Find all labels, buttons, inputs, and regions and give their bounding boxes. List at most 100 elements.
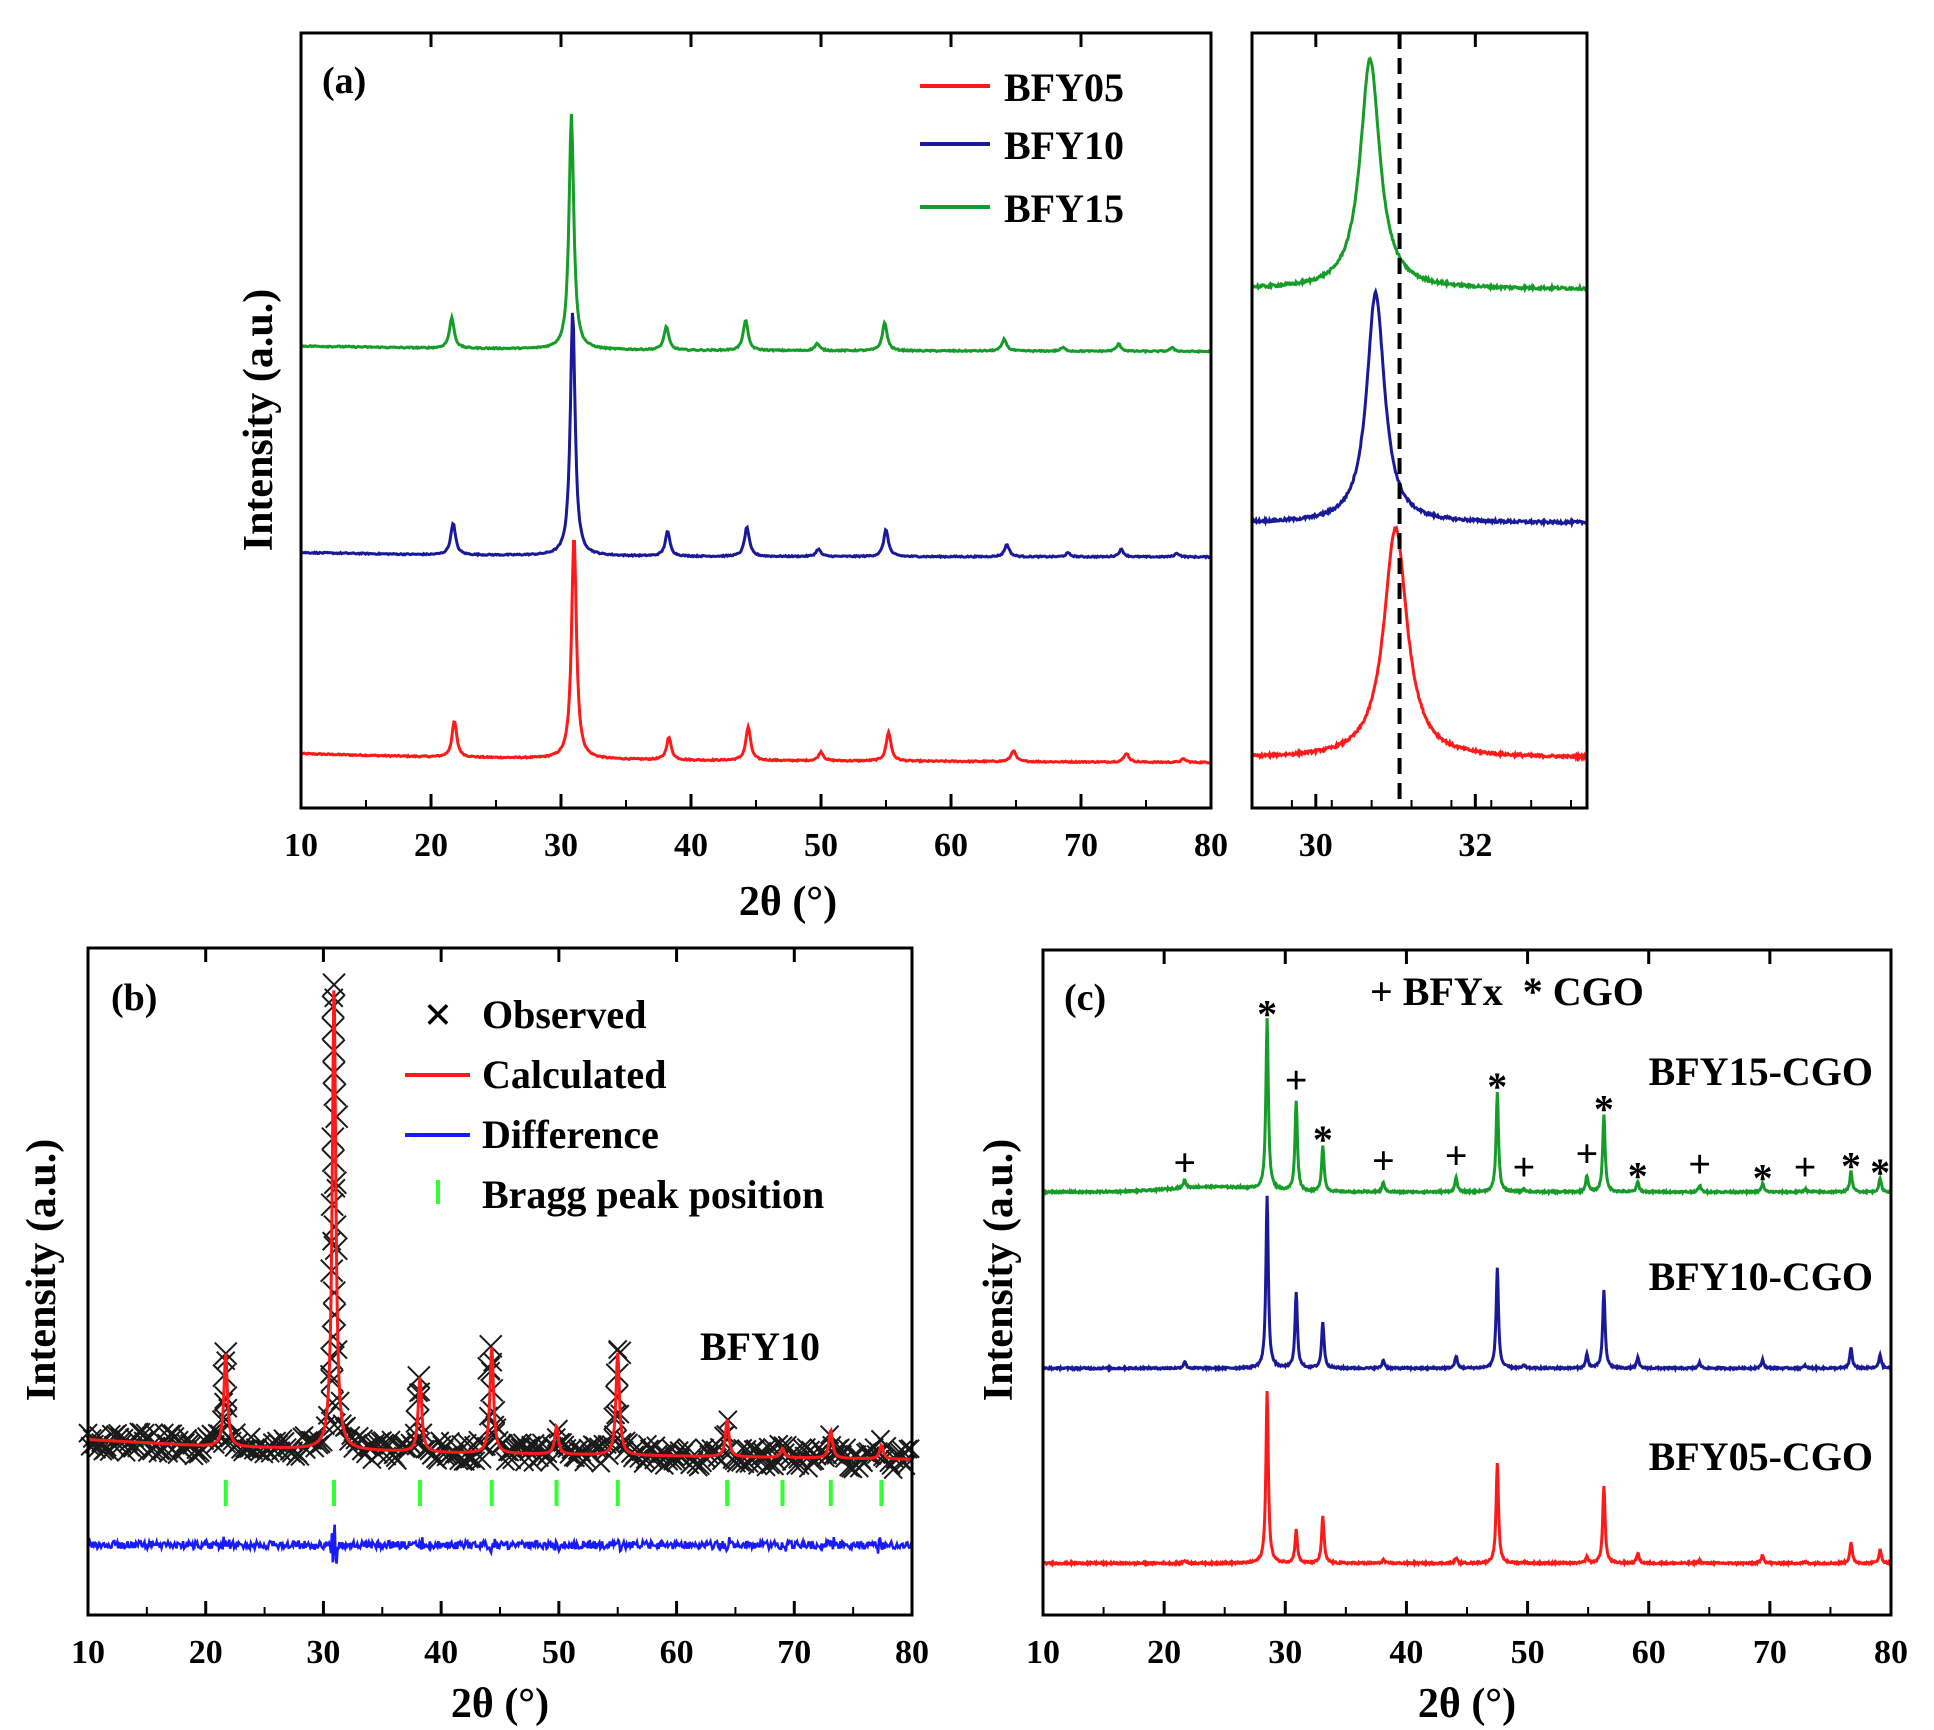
x-tick-label: 10 bbox=[71, 1634, 105, 1671]
x-tick-label: 40 bbox=[674, 827, 708, 864]
bfy-marker: + bbox=[1372, 1138, 1395, 1183]
observed-point bbox=[508, 1433, 528, 1453]
x-tick-label: 50 bbox=[804, 827, 838, 864]
legend-label-observed: Observed bbox=[482, 992, 646, 1037]
x-tick-label: 80 bbox=[1874, 1634, 1908, 1671]
observed-point bbox=[756, 1457, 776, 1477]
observed-point bbox=[891, 1440, 912, 1460]
panel-b-label: (b) bbox=[111, 977, 157, 1019]
observed-point bbox=[214, 1385, 238, 1410]
bragg-tick bbox=[828, 1480, 833, 1506]
legend-label-bfy05: BFY05 bbox=[1004, 65, 1124, 110]
cgo-marker: * bbox=[1594, 1086, 1614, 1131]
panel-c-label: (c) bbox=[1064, 977, 1106, 1019]
bragg-tick bbox=[615, 1480, 620, 1506]
bfy-marker: + bbox=[1285, 1058, 1308, 1103]
x-tick-label: 50 bbox=[542, 1634, 576, 1671]
observed-point bbox=[99, 1441, 119, 1462]
observed-point bbox=[519, 1441, 539, 1462]
bragg-tick bbox=[417, 1480, 422, 1506]
cgo-marker: * bbox=[1313, 1117, 1333, 1162]
panel-b-ylabel: Intensity (a.u.) bbox=[19, 1139, 65, 1402]
observed-point bbox=[313, 1432, 333, 1452]
bragg-tick bbox=[223, 1480, 228, 1506]
observed-point bbox=[836, 1438, 857, 1458]
observed-point bbox=[479, 1334, 503, 1359]
observed-point bbox=[760, 1455, 780, 1475]
bfy-marker: + bbox=[1576, 1131, 1599, 1176]
x-tick-label: 60 bbox=[660, 1634, 694, 1671]
observed-point bbox=[160, 1424, 181, 1444]
observed-point bbox=[322, 972, 346, 997]
legend-label-bragg: Bragg peak position bbox=[482, 1172, 824, 1217]
observed-point bbox=[239, 1438, 259, 1459]
x-tick-label: 50 bbox=[1511, 1634, 1545, 1671]
cgo-marker: * bbox=[1753, 1155, 1773, 1200]
observed-point bbox=[540, 1451, 560, 1472]
observed-point bbox=[894, 1452, 914, 1472]
observed-point bbox=[184, 1446, 204, 1466]
bfy-marker: + bbox=[1513, 1144, 1536, 1189]
legend-label-calculated: Calculated bbox=[482, 1052, 666, 1097]
x-tick-label: 20 bbox=[1147, 1634, 1181, 1671]
cgo-marker: * bbox=[1257, 992, 1277, 1037]
bragg-tick bbox=[489, 1480, 494, 1506]
panel-a-ylabel: Intensity (a.u.) bbox=[236, 289, 282, 552]
bfy-marker: + bbox=[1688, 1141, 1711, 1186]
observed-point bbox=[805, 1450, 825, 1471]
curve-bfy05-cgo bbox=[1041, 1390, 1892, 1569]
panel-b-annotation: BFY10 bbox=[700, 1324, 820, 1369]
observed-point bbox=[480, 1378, 504, 1403]
x-tick-label: 20 bbox=[414, 827, 448, 864]
observed-point bbox=[214, 1407, 238, 1432]
panel-b-frame bbox=[86, 946, 914, 1617]
x-tick-label: 30 bbox=[1299, 827, 1333, 864]
bfy-marker: + bbox=[1794, 1145, 1817, 1190]
panel-a-legend: BFY05 BFY10 BFY15 bbox=[920, 65, 1124, 231]
bfy-marker: + bbox=[1445, 1133, 1468, 1178]
cgo-marker: * bbox=[1870, 1150, 1890, 1195]
zoom-curve-bfy15 bbox=[1250, 56, 1588, 294]
curve-bfy15-cgo bbox=[1042, 1018, 1893, 1197]
difference-line bbox=[86, 1524, 914, 1564]
zoom-curve-bfy05 bbox=[1250, 525, 1587, 763]
observed-point bbox=[877, 1436, 897, 1456]
curve-bfy05 bbox=[300, 539, 1211, 765]
panel-c: +++ + + + + +*** ** * * * 10 20 30 40 50 60 70 80 (c) + … bbox=[976, 948, 1908, 1727]
curve-bfy10-cgo bbox=[1042, 1195, 1893, 1374]
x-tick-label: 30 bbox=[1268, 1634, 1302, 1671]
cgo-marker: * bbox=[1628, 1154, 1648, 1199]
x-tick-label: 80 bbox=[1194, 827, 1228, 864]
label-bfy05-cgo: BFY05-CGO bbox=[1649, 1434, 1873, 1479]
x-tick-label: 10 bbox=[284, 827, 318, 864]
panel-a-xlabel: 2θ (°) bbox=[739, 879, 837, 925]
x-tick-label: 30 bbox=[306, 1634, 340, 1671]
bragg-tick bbox=[332, 1480, 337, 1506]
observed-point bbox=[406, 1431, 431, 1456]
observed-point bbox=[898, 1439, 918, 1459]
panel-b-xlabel: 2θ (°) bbox=[451, 1681, 549, 1727]
bragg-tick bbox=[879, 1480, 884, 1506]
label-bfy10-cgo: BFY10-CGO bbox=[1649, 1254, 1873, 1299]
panel-b: 10 20 30 40 50 60 70 80 (b) × Observed Calculat… bbox=[19, 946, 929, 1727]
label-bfy15-cgo: BFY15-CGO bbox=[1649, 1049, 1873, 1094]
cgo-marker: * bbox=[1841, 1143, 1861, 1188]
observed-point bbox=[321, 1324, 345, 1349]
panel-a-main: 10 20 30 40 50 60 70 80 (a) BFY05 BFY10 BFY15 I… bbox=[236, 31, 1228, 925]
panel-a-label: (a) bbox=[322, 60, 366, 102]
bragg-tick bbox=[780, 1480, 785, 1506]
x-tick-label: 20 bbox=[189, 1634, 223, 1671]
x-tick-label: 70 bbox=[1753, 1634, 1787, 1671]
x-tick-label: 80 bbox=[895, 1634, 929, 1671]
legend-label-difference: Difference bbox=[482, 1112, 659, 1157]
x-tick-label: 70 bbox=[777, 1634, 811, 1671]
observed-point bbox=[472, 1449, 492, 1469]
observed-point bbox=[608, 1341, 632, 1365]
observed-point bbox=[466, 1451, 486, 1471]
legend-label-bfy15: BFY15 bbox=[1004, 186, 1124, 231]
observed-points bbox=[78, 972, 920, 1480]
x-tick-label: 60 bbox=[934, 827, 968, 864]
panel-c-ylabel: Intensity (a.u.) bbox=[976, 1139, 1022, 1402]
panel-c-xlabel: 2θ (°) bbox=[1418, 1681, 1516, 1727]
